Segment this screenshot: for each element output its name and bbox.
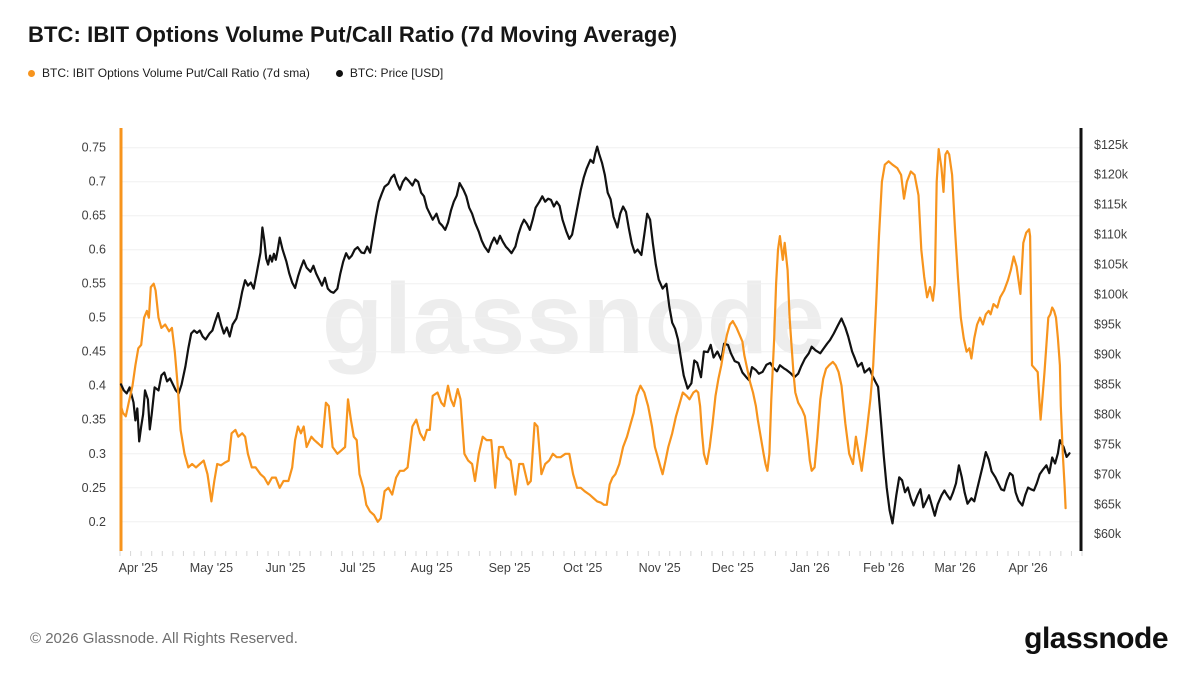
left-axis-tick-label: 0.5 (89, 311, 106, 325)
legend-item-btc-price[interactable]: BTC: Price [USD] (335, 66, 444, 80)
x-axis-tick-label: Aug '25 (411, 561, 453, 575)
legend-dot-orange-icon (28, 69, 35, 77)
x-axis-tick-label: Sep '25 (489, 561, 531, 575)
left-axis-tick-label: 0.45 (82, 345, 106, 359)
right-axis-tick-label: $125k (1094, 138, 1129, 152)
right-axis-tick-label: $95k (1094, 318, 1122, 332)
left-axis-tick-label: 0.25 (82, 481, 106, 495)
right-axis-tick-label: $85k (1094, 377, 1122, 391)
x-axis-tick-label: May '25 (190, 561, 233, 575)
right-axis-tick-label: $80k (1094, 407, 1122, 421)
x-axis-tick-label: Apr '26 (1009, 561, 1048, 575)
right-axis-tick-label: $60k (1094, 527, 1122, 541)
legend-label-btc-price: BTC: Price [USD] (349, 66, 444, 80)
x-axis-tick-label: Jul '25 (340, 561, 376, 575)
left-axis-tick-label: 0.4 (89, 379, 106, 393)
legend-label-putcall-ratio: BTC: IBIT Options Volume Put/Call Ratio … (42, 66, 310, 80)
chart-footer: © 2026 Glassnode. All Rights Reserved. g… (0, 618, 1200, 675)
left-axis-tick-label: 0.35 (82, 413, 106, 427)
glassnode-watermark: glassnode (322, 263, 826, 375)
right-axis-tick-label: $105k (1094, 258, 1129, 272)
right-axis-tick-label: $110k (1094, 228, 1128, 242)
x-axis-tick-label: Feb '26 (863, 561, 904, 575)
right-axis-tick-label: $75k (1094, 437, 1122, 451)
page-title: BTC: IBIT Options Volume Put/Call Ratio … (28, 22, 678, 47)
legend-item-putcall-ratio[interactable]: BTC: IBIT Options Volume Put/Call Ratio … (28, 66, 310, 80)
x-axis-tick-label: Nov '25 (639, 561, 681, 575)
right-axis-tick-label: $100k (1094, 288, 1129, 302)
right-axis-tick-label: $120k (1094, 168, 1129, 182)
x-axis-tick-label: Oct '25 (563, 561, 602, 575)
x-axis-tick-label: Apr '25 (119, 561, 158, 575)
left-axis-tick-label: 0.65 (82, 209, 106, 223)
right-axis-tick-label: $115k (1094, 198, 1128, 212)
glassnode-logo: glassnode (1024, 622, 1168, 655)
right-axis-tick-label: $70k (1094, 467, 1122, 481)
left-axis-tick-label: 0.7 (89, 175, 106, 189)
legend-dot-black-icon (335, 69, 343, 77)
left-axis-tick-label: 0.55 (82, 277, 106, 291)
right-axis-tick-label: $90k (1094, 347, 1122, 361)
series-line-putcall-ratio[interactable] (119, 148, 1067, 523)
left-axis-tick-label: 0.2 (89, 515, 106, 529)
left-axis-tick-label: 0.3 (89, 447, 106, 461)
left-axis-tick-label: 0.6 (89, 243, 106, 257)
copyright-text: © 2026 Glassnode. All Rights Reserved. (30, 630, 298, 647)
x-axis-tick-label: Mar '26 (934, 561, 975, 575)
chart-header: BTC: IBIT Options Volume Put/Call Ratio … (28, 22, 677, 80)
legend: BTC: IBIT Options Volume Put/Call Ratio … (28, 66, 677, 80)
x-axis-tick-label: Dec '25 (712, 561, 754, 575)
x-axis-tick-label: Jan '26 (790, 561, 830, 575)
series-line-btc-price[interactable] (119, 145, 1071, 525)
left-axis-tick-label: 0.75 (82, 141, 106, 155)
right-axis-tick-label: $65k (1094, 497, 1122, 511)
x-axis-tick-label: Jun '25 (266, 561, 306, 575)
